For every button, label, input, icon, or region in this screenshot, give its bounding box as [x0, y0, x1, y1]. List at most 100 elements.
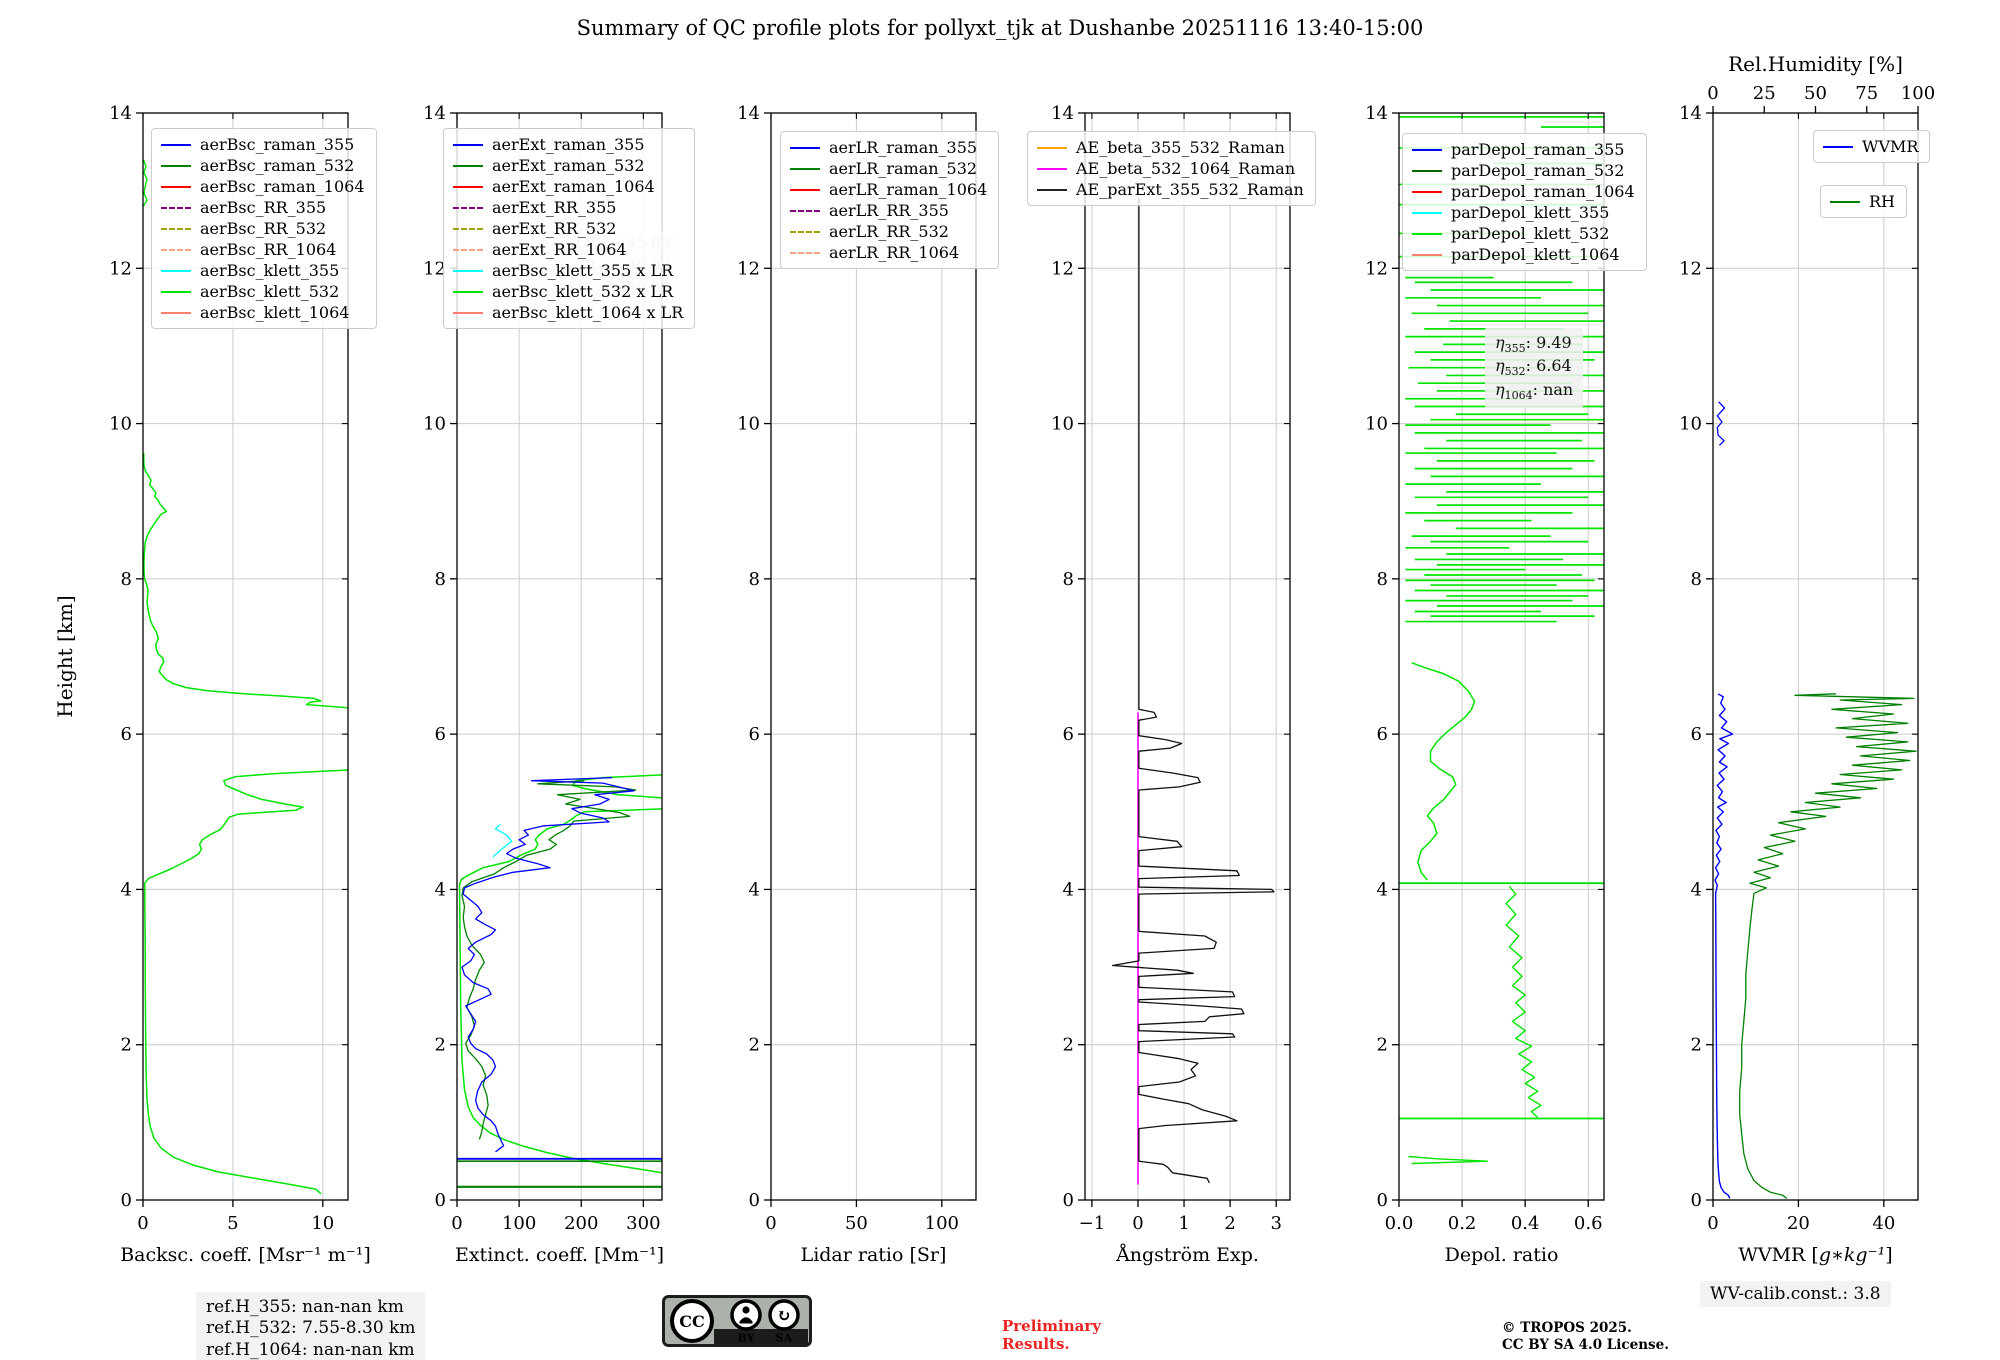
- copyright-line1: © TROPOS 2025.: [1502, 1320, 1632, 1336]
- legend-line-swatch: [1037, 146, 1067, 149]
- wv-calib-box: WV-calib.const.: 3.8: [1700, 1281, 1891, 1307]
- legend-label: aerBsc_klett_355: [200, 261, 340, 280]
- xaxis-label-backscatter: Backsc. coeff. [Msr⁻¹ m⁻¹]: [120, 1244, 371, 1266]
- xaxis-label-lidar-ratio: Lidar ratio [Sr]: [801, 1244, 947, 1266]
- legend-item: aerLR_raman_532: [790, 158, 987, 179]
- legend-item: aerBsc_klett_355: [161, 260, 365, 281]
- xtick-label: 50: [845, 1213, 868, 1234]
- xaxis-label-depol: Depol. ratio: [1445, 1244, 1559, 1266]
- ytick-label: 10: [1679, 414, 1702, 435]
- legend-label: AE_beta_532_1064_Raman: [1076, 159, 1296, 178]
- top-tick-label: 75: [1855, 83, 1878, 104]
- legend-label: aerLR_RR_355: [829, 201, 949, 220]
- series-aerExt_raman_355: [461, 776, 635, 1153]
- legend-angstrom: AE_beta_355_532_Raman AE_beta_532_1064_Ra…: [1027, 131, 1316, 206]
- xtick-label: 5: [227, 1213, 238, 1234]
- xtick-label: 200: [564, 1213, 598, 1234]
- ytick-label: 12: [737, 258, 760, 279]
- ytick-label: 4: [435, 879, 446, 900]
- xtick-label: 0: [1707, 1213, 1718, 1234]
- ref-h-1064: ref.H_1064: nan-nan km: [206, 1339, 415, 1360]
- ytick-label: 10: [109, 414, 132, 435]
- xtick-label: 10: [311, 1213, 334, 1234]
- legend-label: aerBsc_RR_355: [200, 198, 327, 217]
- legend-line-swatch: [1823, 145, 1853, 148]
- sa-arrow-icon: [768, 1299, 800, 1331]
- legend-label: aerBsc_klett_532: [200, 282, 340, 301]
- legend-label: parDepol_klett_355: [1451, 203, 1610, 222]
- ytick-label: 0: [749, 1190, 760, 1211]
- xtick-label: 100: [502, 1213, 536, 1234]
- ytick-label: 8: [749, 569, 760, 590]
- eta-annotation: η355: 9.49 η532: 6.64 η1064: nan: [1485, 328, 1584, 409]
- series-WVMR: [1714, 693, 1734, 1199]
- legend-item: aerBsc_klett_1064 x LR: [453, 302, 683, 323]
- xtick-label: 0.0: [1385, 1213, 1414, 1234]
- series-aerBsc_klett_532_upper: [143, 159, 148, 207]
- ytick-label: 0: [1691, 1190, 1702, 1211]
- legend-item: aerBsc_raman_355: [161, 134, 365, 155]
- ytick-label: 12: [109, 258, 132, 279]
- yaxis-label: Height [km]: [53, 595, 77, 717]
- series-aerExt_raman_532: [461, 780, 637, 1140]
- panel-wvmr: 0 20 40 0 2 4 6 8 10 12 14 WVMR [g∗kg⁻¹] 0 25 50 75 100 R…: [1679, 52, 1935, 1266]
- ytick-label: 4: [1691, 879, 1702, 900]
- legend-item: parDepol_raman_532: [1412, 160, 1635, 181]
- xtick-label: 0.6: [1574, 1213, 1603, 1234]
- series-aerBsc_klett_355_x_LR: [492, 823, 513, 858]
- legend-line-swatch: [790, 230, 820, 233]
- legend-line-swatch: [1412, 211, 1442, 214]
- legend-label: RH: [1869, 192, 1895, 211]
- ytick-label: 0: [435, 1190, 446, 1211]
- ytick-label: 0: [1063, 1190, 1074, 1211]
- legend-item: aerExt_raman_532: [453, 155, 683, 176]
- legend-item: aerBsc_RR_532: [161, 218, 365, 239]
- svg-text:↻: ↻: [777, 1306, 791, 1326]
- xaxis-label-angstrom: Ångström Exp.: [1115, 1244, 1259, 1266]
- panel-lidar-ratio: 0 50 100 0 2 4 6 8 10 12 14 Lidar ratio [Sr]: [737, 103, 977, 1266]
- ytick-label: 8: [1377, 569, 1388, 590]
- legend-item: aerExt_raman_355: [453, 134, 683, 155]
- ytick-label: 2: [1377, 1035, 1388, 1056]
- legend-line-swatch: [161, 227, 191, 230]
- series-aerBsc_klett_532_x_LR: [458, 774, 662, 1174]
- legend-wvmr: WVMR: [1813, 130, 1931, 163]
- series-AE_parExt_355_532_Raman: [1111, 198, 1275, 1184]
- series-parDepol_klett_532_smooth: [1411, 661, 1476, 881]
- legend-line-swatch: [790, 209, 820, 212]
- cc-icon: [670, 1299, 714, 1343]
- ytick-label: 2: [749, 1035, 760, 1056]
- legend-item: WVMR: [1823, 136, 1918, 157]
- xtick-label: 100: [925, 1213, 959, 1234]
- legend-line-swatch: [453, 206, 483, 209]
- xtick-label: 0: [451, 1213, 462, 1234]
- legend-label: aerBsc_RR_1064: [200, 240, 337, 259]
- ytick-label: 10: [1051, 414, 1074, 435]
- legend-item: parDepol_raman_355: [1412, 139, 1635, 160]
- legend-line-swatch: [1037, 167, 1067, 170]
- legend-line-swatch: [453, 248, 483, 251]
- legend-line-swatch: [161, 248, 191, 251]
- legend-item: AE_parExt_355_532_Raman: [1037, 179, 1304, 200]
- legend-line-swatch: [1412, 190, 1442, 193]
- legend-item: aerExt_RR_1064: [453, 239, 683, 260]
- ytick-label: 6: [121, 724, 132, 745]
- ytick-label: 14: [1365, 103, 1388, 124]
- ytick-label: 10: [737, 414, 760, 435]
- ytick-label: 2: [1063, 1035, 1074, 1056]
- by-person-icon: [730, 1299, 762, 1331]
- figure-title: Summary of QC profile plots for pollyxt_…: [576, 16, 1424, 40]
- xtick-label: 20: [1787, 1213, 1810, 1234]
- ytick-label: 8: [1063, 569, 1074, 590]
- xtick-label: −1: [1079, 1213, 1106, 1234]
- legend-line-swatch: [453, 164, 483, 167]
- xaxis-label-wvmr: WVMR [g∗kg⁻¹]: [1738, 1244, 1892, 1266]
- legend-depol: parDepol_raman_355 parDepol_raman_532 parD…: [1402, 133, 1647, 271]
- svg-text:CC: CC: [679, 1312, 704, 1331]
- legend-item: aerBsc_klett_355 x LR: [453, 260, 683, 281]
- legend-label: aerExt_RR_355: [492, 198, 617, 217]
- legend-item: aerBsc_RR_1064: [161, 239, 365, 260]
- ytick-label: 2: [435, 1035, 446, 1056]
- xaxis-label-extinction: Extinct. coeff. [Mm⁻¹]: [455, 1244, 664, 1266]
